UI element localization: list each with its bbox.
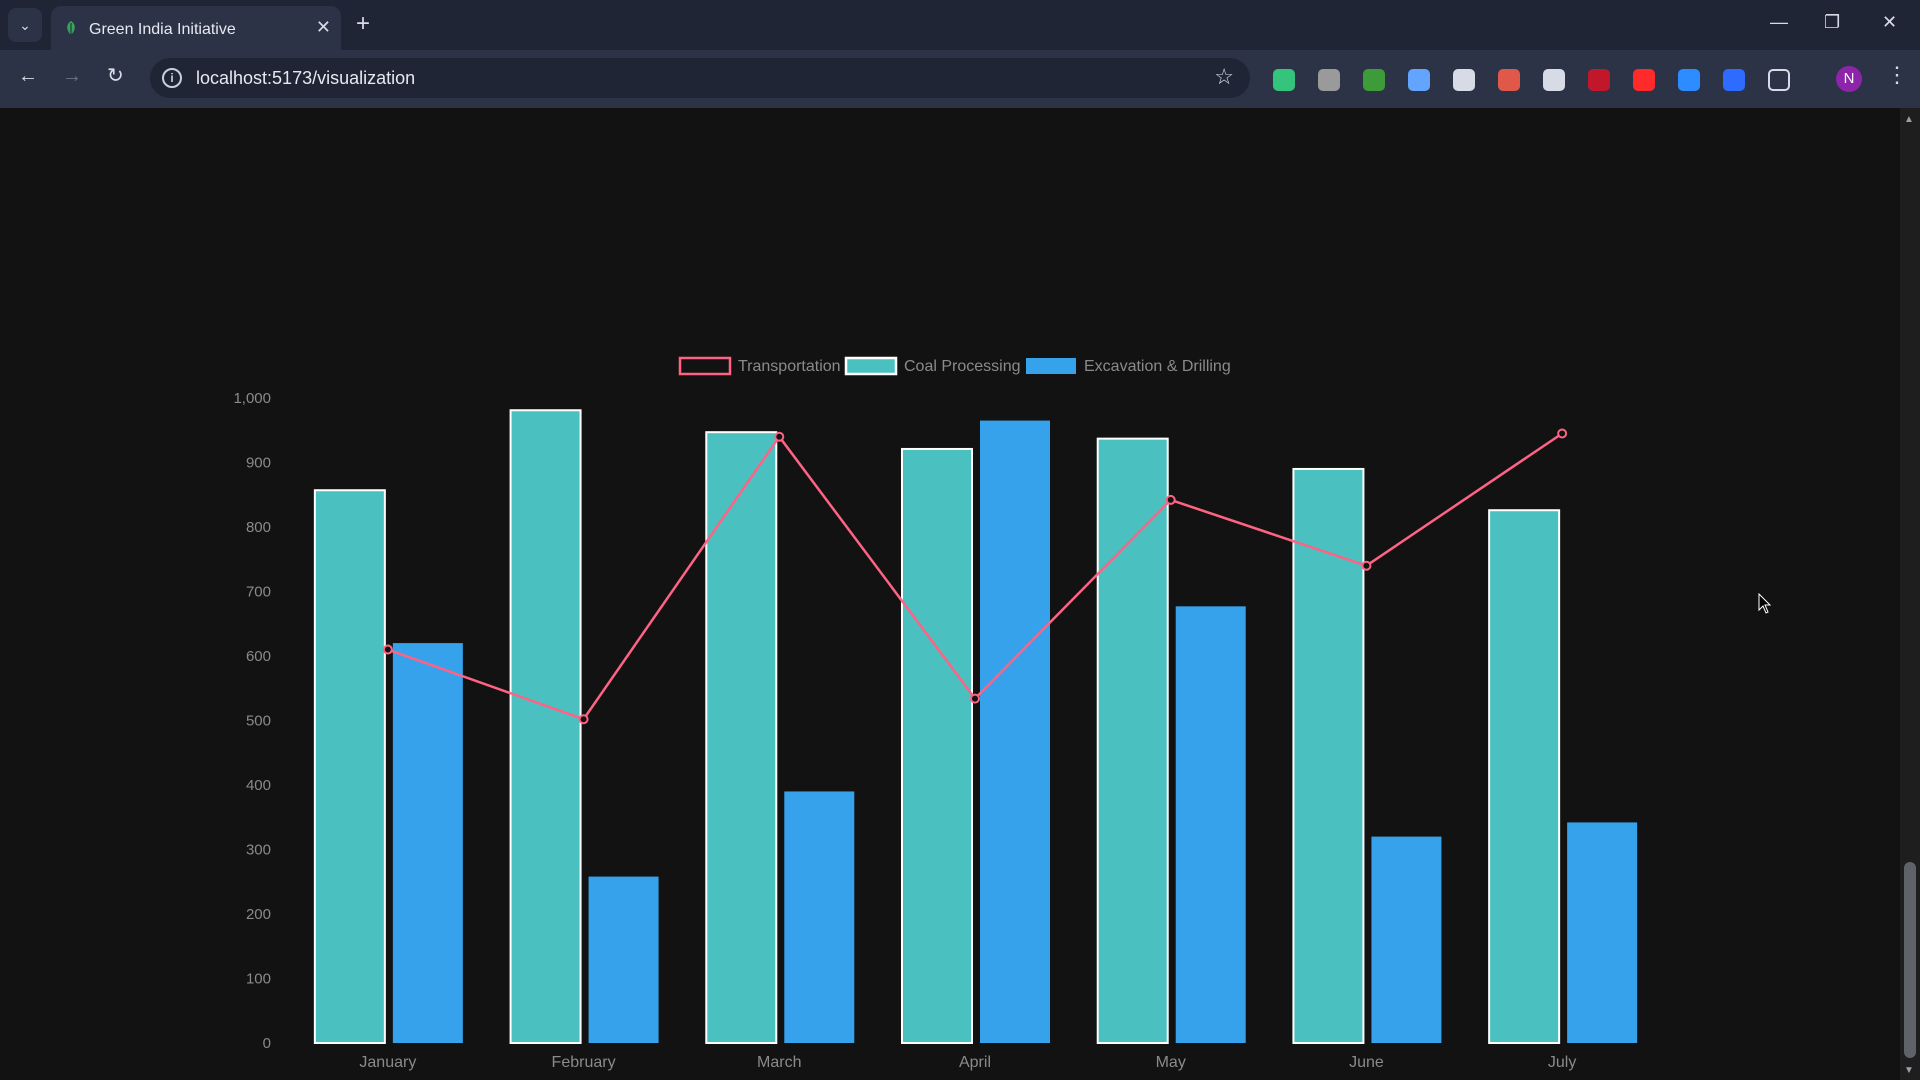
x-tick-label: January	[359, 1054, 416, 1071]
point-transportation	[382, 644, 393, 655]
browser-tab-active[interactable]: Green India Initiative ✕	[51, 6, 341, 50]
bar-excavation-drilling	[1175, 606, 1246, 1043]
close-window-button[interactable]: ✕	[1882, 12, 1898, 32]
url-text[interactable]: localhost:5173/visualization	[196, 68, 416, 88]
vertical-scrollbar[interactable]: ▲ ▼	[1900, 108, 1920, 1080]
tab-title: Green India Initiative	[89, 21, 236, 38]
tree-extension-icon[interactable]	[1363, 69, 1385, 91]
x-tick-label: April	[959, 1054, 991, 1071]
zoom-extension-icon[interactable]	[1723, 69, 1745, 91]
legend-label-coal-processing: Coal Processing	[904, 358, 1021, 375]
flower-extension-icon[interactable]	[1498, 69, 1520, 91]
profile-avatar[interactable]: N	[1836, 66, 1862, 92]
y-tick-label: 600	[246, 648, 271, 665]
bar-coal-processing	[901, 447, 973, 1044]
bar-excavation-drilling	[392, 643, 463, 1043]
back-button[interactable]: ←	[18, 65, 38, 87]
point-transportation	[970, 693, 980, 704]
bar-excavation-drilling	[588, 876, 659, 1043]
y-tick-label: 800	[246, 519, 271, 536]
y-tick-label: 100	[246, 971, 271, 988]
browser-menu-icon[interactable]: ⋮	[1886, 62, 1908, 87]
combo-chart: 0 100 200 300 400 500 600 700 800 900 1,000 January…	[233, 356, 1638, 1071]
y-tick-label: 700	[246, 584, 271, 601]
bookmark-star-icon[interactable]: ☆	[1214, 64, 1234, 89]
bar-excavation-drilling	[1371, 836, 1442, 1043]
mouse-cursor-icon	[1758, 593, 1772, 614]
bar-coal-processing	[313, 489, 386, 1044]
legend-swatch-excavation-drilling	[1026, 358, 1076, 374]
youtube-extension-icon[interactable]	[1633, 69, 1655, 91]
site-info-icon[interactable]: i	[162, 68, 182, 88]
puzzle-extensions-icon[interactable]	[1768, 69, 1790, 91]
page-viewport: 0 100 200 300 400 500 600 700 800 900 1,000 January…	[0, 108, 1900, 1080]
minimize-button[interactable]: —	[1770, 12, 1788, 32]
scroll-down-arrow-icon[interactable]: ▼	[1904, 1065, 1914, 1076]
scroll-up-arrow-icon[interactable]: ▲	[1904, 114, 1914, 125]
x-tick-label: May	[1156, 1054, 1186, 1071]
bird-extension-icon[interactable]	[1678, 69, 1700, 91]
forward-button[interactable]: →	[62, 65, 82, 87]
new-tab-button[interactable]: +	[356, 10, 371, 37]
reload-button[interactable]: ↻	[107, 65, 124, 87]
leaf-favicon-icon	[67, 21, 75, 35]
restore-button[interactable]: ❐	[1824, 12, 1841, 32]
bar-excavation-drilling	[1567, 822, 1638, 1043]
y-tick-label: 500	[246, 713, 271, 730]
y-tick-label: 1,000	[233, 390, 271, 407]
tab-search-button[interactable]: ⌄	[8, 8, 42, 42]
point-transportation	[1361, 560, 1372, 571]
y-tick-label: 900	[246, 455, 271, 472]
browser-title-bar: ⌄ Green India Initiative ✕ + — ❐ ✕	[0, 0, 1920, 50]
bar-coal-processing	[1488, 509, 1561, 1045]
point-transportation	[1165, 494, 1176, 505]
chevron-down-icon: ⌄	[19, 16, 31, 33]
x-tick-label: July	[1548, 1054, 1576, 1071]
figure-extension-icon[interactable]	[1318, 69, 1340, 91]
address-bar[interactable]: i localhost:5173/visualization ☆	[150, 58, 1250, 98]
legend-label-transportation: Transportation	[738, 358, 841, 375]
bar-coal-processing	[1292, 467, 1365, 1044]
bar-coal-processing	[705, 431, 778, 1044]
tab-close-button[interactable]: ✕	[315, 17, 331, 37]
y-tick-label: 400	[246, 777, 271, 794]
x-tick-label: June	[1349, 1054, 1384, 1071]
bar-excavation-drilling	[980, 420, 1050, 1043]
y-tick-label: 200	[246, 906, 271, 923]
glasses-extension-icon[interactable]	[1543, 69, 1565, 91]
shield-extension-icon[interactable]	[1273, 69, 1295, 91]
point-transportation	[774, 431, 785, 442]
point-transportation	[578, 714, 589, 725]
browser-toolbar: ← → ↻ i localhost:5173/visualization ☆	[0, 50, 1920, 108]
bar-coal-processing	[509, 409, 582, 1044]
point-transportation	[1557, 428, 1568, 439]
x-tick-label: March	[757, 1054, 801, 1071]
bar-coal-processing	[1096, 437, 1169, 1044]
bar-excavation-drilling	[784, 791, 855, 1043]
scroll-thumb[interactable]	[1904, 862, 1916, 1058]
y-tick-label: 0	[263, 1035, 271, 1052]
legend-swatch-coal-processing	[844, 356, 898, 376]
target-extension-icon[interactable]	[1453, 69, 1475, 91]
x-tick-label: February	[552, 1054, 616, 1071]
y-tick-label: 300	[246, 842, 271, 859]
legend-swatch-transportation	[678, 356, 732, 376]
landscape-extension-icon[interactable]	[1408, 69, 1430, 91]
legend-label-excavation-drilling: Excavation & Drilling	[1084, 358, 1231, 375]
ublock-extension-icon[interactable]	[1588, 69, 1610, 91]
